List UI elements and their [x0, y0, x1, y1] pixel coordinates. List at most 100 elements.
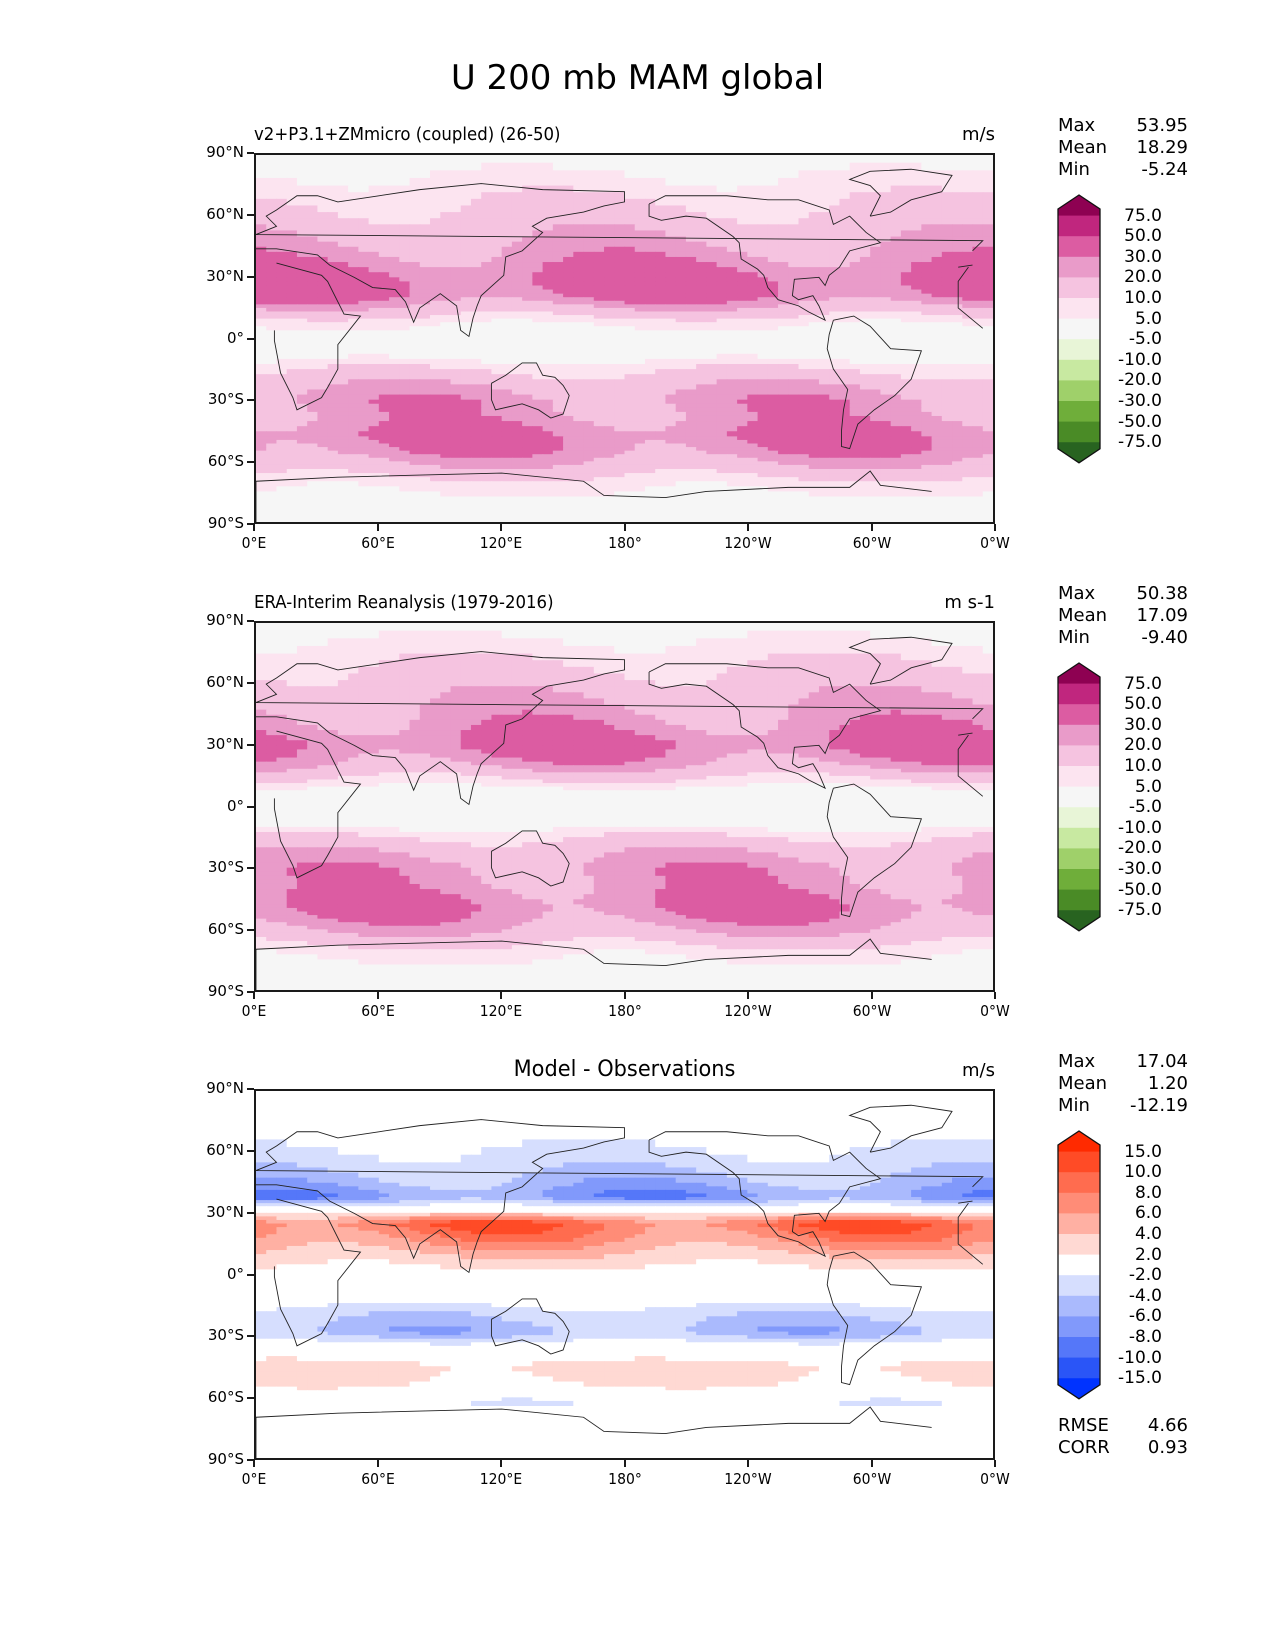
contour-cell — [399, 443, 411, 448]
contour-cell — [665, 297, 677, 302]
contour-cell — [522, 431, 533, 437]
contour-cell — [286, 311, 298, 316]
contour-cell — [307, 272, 319, 278]
contour-cell — [624, 318, 636, 323]
contour-cell — [368, 447, 380, 452]
contour-cell — [778, 411, 789, 417]
contour-cell — [726, 436, 738, 441]
contour-cell — [378, 454, 390, 459]
contour-cell — [859, 477, 871, 482]
contour-cell — [921, 421, 933, 427]
contour-cell — [788, 407, 800, 413]
contour-cell — [430, 304, 441, 309]
contour-cell — [430, 464, 441, 470]
contour-cell — [890, 353, 902, 360]
contour-cell — [818, 415, 830, 422]
contour-cell — [655, 481, 667, 487]
contour-cell — [726, 443, 738, 448]
contour-cell — [327, 439, 339, 445]
contour-cell — [900, 461, 912, 466]
contour-cell — [972, 267, 984, 273]
contour-cell — [900, 304, 912, 309]
contour-cell — [778, 300, 789, 305]
contour-cell — [276, 403, 288, 409]
contour-cell — [286, 363, 298, 370]
contour-cell — [788, 198, 800, 207]
contour-cell — [644, 155, 656, 164]
contour-cell — [798, 443, 810, 448]
contour-cell — [460, 326, 472, 331]
contour-cell — [276, 461, 288, 466]
contour-cell — [522, 198, 533, 207]
contour-cell — [307, 421, 319, 427]
contour-cell — [440, 468, 452, 474]
contour-cell — [573, 236, 585, 243]
contour-cell — [726, 262, 738, 268]
contour-cell — [829, 481, 841, 487]
contour-cell — [368, 307, 380, 313]
contour-cell — [900, 212, 912, 219]
contour-cell — [665, 343, 677, 350]
contour-cell — [327, 348, 339, 355]
contour-cell — [399, 170, 411, 179]
contour-cell — [849, 399, 861, 405]
contour-cell — [839, 162, 851, 171]
contour-cell — [256, 379, 267, 385]
contour-cell — [931, 426, 943, 432]
contour-cell — [358, 468, 370, 474]
contour-cell — [962, 353, 974, 360]
contour-cell — [399, 447, 411, 452]
contour-cell — [726, 379, 738, 385]
contour-cell — [256, 322, 267, 327]
contour-cell — [440, 300, 452, 305]
contour-cell — [399, 256, 411, 263]
contour-cell — [460, 170, 472, 179]
contour-cell — [696, 272, 707, 278]
contour-cell — [378, 318, 390, 323]
contour-cell — [685, 353, 697, 360]
contour-cell — [327, 185, 339, 193]
contour-cell — [788, 403, 800, 409]
contour-cell — [337, 407, 349, 413]
contour-cell — [788, 330, 800, 336]
contour-cell — [256, 369, 267, 375]
contour-cell — [818, 185, 830, 193]
contour-cell — [798, 330, 810, 336]
contour-cell — [880, 272, 892, 278]
contour-cell — [849, 421, 861, 427]
contour-cell — [399, 262, 411, 268]
contour-cell — [911, 330, 922, 336]
contour-cell — [583, 353, 595, 360]
contour-cell — [726, 439, 738, 445]
contour-cell — [460, 212, 472, 219]
contour-cell — [296, 289, 308, 295]
contour-cell — [747, 224, 759, 232]
contour-cell — [460, 304, 472, 309]
contour-cell — [563, 338, 574, 345]
contour-cell — [552, 177, 564, 187]
contour-cell — [870, 241, 881, 248]
contour-cell — [655, 251, 667, 258]
contour-cell — [399, 318, 411, 323]
contour-cell — [276, 464, 288, 470]
contour-cell — [419, 277, 431, 283]
contour-cell — [460, 457, 472, 462]
contour-cell — [296, 343, 308, 350]
contour-cell — [941, 338, 953, 345]
contour-cell — [952, 272, 963, 278]
contour-cell — [409, 281, 421, 287]
contour-cell — [358, 447, 370, 452]
contour-cell — [573, 454, 585, 459]
contour-cell — [573, 304, 585, 309]
contour-cell — [890, 293, 902, 298]
contour-cell — [675, 218, 687, 225]
contour-cell — [399, 241, 411, 248]
contour-cell — [593, 431, 605, 437]
contour-cell — [573, 224, 585, 232]
contour-cell — [900, 267, 912, 273]
contour-cell — [880, 403, 892, 409]
contour-cell — [378, 450, 390, 455]
contour-cell — [450, 426, 462, 432]
contour-cell — [941, 185, 953, 193]
contour-cell — [327, 224, 339, 232]
